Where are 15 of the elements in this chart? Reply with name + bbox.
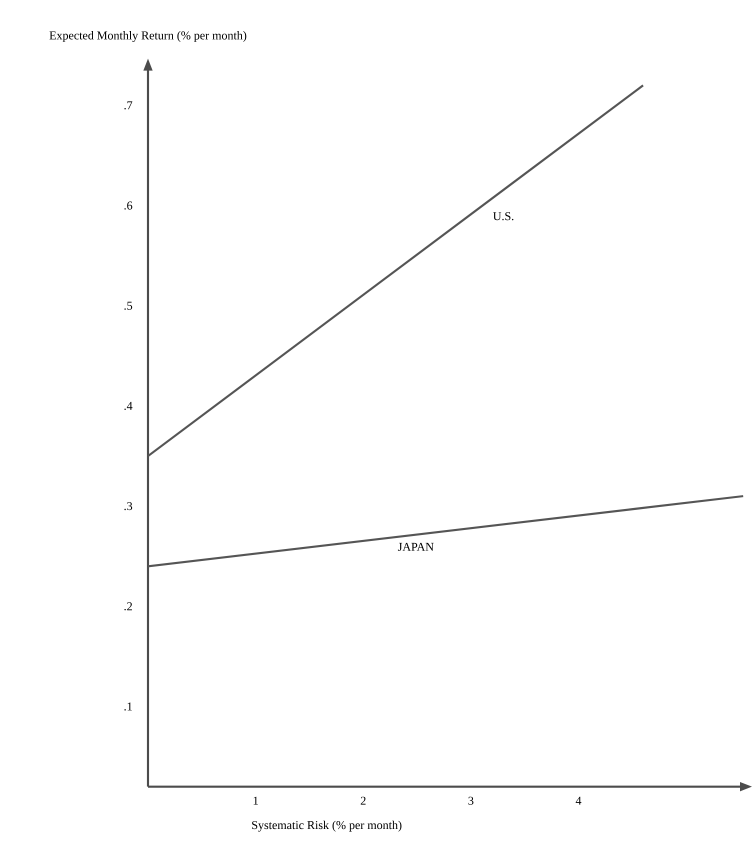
x-tick-label: 4: [576, 796, 582, 805]
series-label: U.S.: [493, 212, 514, 220]
x-tick-label: 1: [254, 796, 258, 805]
x-tick-label: 3: [468, 796, 474, 805]
y-tick-label: .6: [124, 202, 132, 210]
y-tick-label: .5: [124, 302, 132, 310]
series-label: JAPAN: [398, 542, 434, 551]
y-tick-label: .4: [124, 402, 132, 410]
y-tick-label: .7: [124, 101, 132, 110]
x-axis-title: Systematic Risk (% per month): [252, 820, 402, 832]
y-tick-label: .3: [124, 502, 132, 510]
y-tick-label: .2: [124, 602, 132, 610]
y-tick-label: .1: [124, 702, 132, 711]
y-axis-title: Expected Monthly Return (% per month): [50, 31, 246, 42]
x-tick-label: 2: [360, 796, 366, 805]
